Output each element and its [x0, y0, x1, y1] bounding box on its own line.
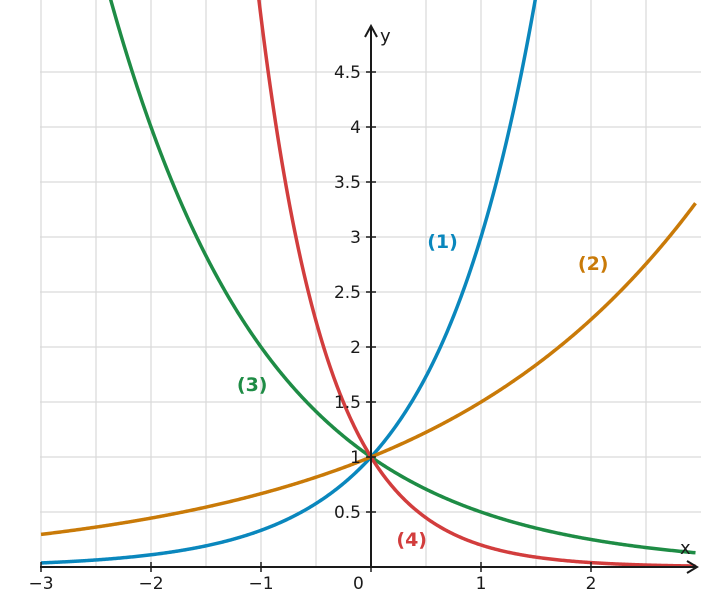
curve-3	[108, 0, 697, 555]
curve-1	[40, 0, 537, 565]
ticks: −3 −2 −1 0 1 2 0.5 1 1.5 2 2.5 3 3.5 4 4.5	[28, 63, 596, 594]
curve-4	[257, 0, 697, 567]
y-axis-arrow-icon	[364, 23, 378, 38]
x-tick-label: 2	[586, 574, 597, 594]
x-tick-label: 1	[476, 574, 487, 594]
y-tick-label: 3.5	[334, 173, 361, 193]
y-tick-label: 2.5	[334, 283, 361, 303]
y-tick-label: 1	[350, 448, 361, 468]
x-axis-label: x	[680, 538, 691, 559]
y-tick-label: 1.5	[334, 393, 361, 413]
y-tick-label: 4	[350, 118, 361, 138]
y-tick-label: 4.5	[334, 63, 361, 83]
curve-label: (3)	[237, 374, 268, 396]
x-axis-arrow-icon	[686, 560, 699, 574]
curve-label: (4)	[396, 529, 427, 551]
curve-labels: (1) (2) (3) (4)	[237, 231, 609, 551]
x-tick-label: −1	[248, 574, 273, 594]
y-tick-label: 2	[350, 338, 361, 358]
curve-2	[40, 202, 697, 537]
x-tick-label: 0	[353, 574, 364, 594]
y-tick-label: 0.5	[334, 503, 361, 523]
y-tick-label: 3	[350, 228, 361, 248]
curve-label: (2)	[578, 253, 609, 275]
axes: x y	[40, 23, 699, 574]
x-tick-label: −3	[28, 574, 53, 594]
y-axis-label: y	[380, 26, 391, 47]
curves	[40, 0, 697, 567]
x-tick-label: −2	[138, 574, 163, 594]
curve-label: (1)	[427, 231, 458, 253]
